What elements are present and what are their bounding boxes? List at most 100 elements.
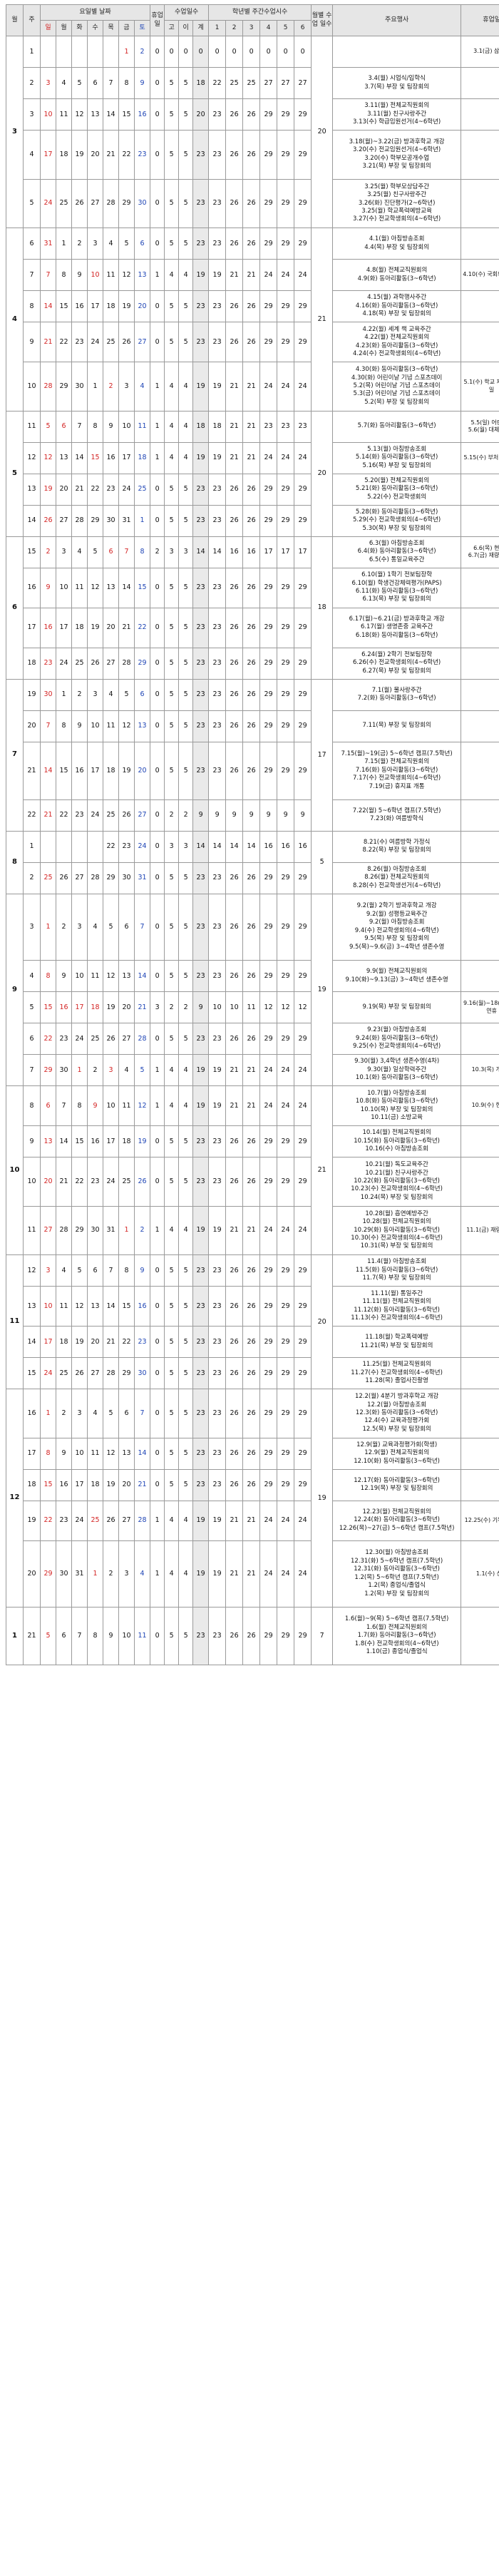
grade-4-hours: 29 — [259, 1357, 278, 1389]
grade-1-hours: 23 — [208, 1157, 227, 1207]
grade-3-hours: 26 — [242, 567, 261, 608]
month-cell: 11 — [6, 1254, 24, 1389]
events-cell: 10.28(월) 흡연예방주간 10.28(월) 전체교직원회의 10.29(화) … — [332, 1205, 462, 1255]
grade-3-hours: 26 — [242, 893, 261, 961]
grade-3-hours: 26 — [242, 607, 261, 648]
grade-3-hours: 26 — [242, 741, 261, 800]
date-cell: 24 — [71, 1023, 88, 1055]
day-fri: 금 — [118, 20, 135, 36]
classdays-total-value: 9 — [192, 991, 210, 1023]
date-cell: 12 — [133, 1085, 151, 1126]
date-cell: 26 — [133, 1157, 151, 1207]
month-cell: 4 — [6, 228, 24, 412]
date-cell: 2 — [56, 893, 72, 961]
classdays-i-value: 0 — [178, 36, 194, 68]
holiday-cell — [461, 1607, 499, 1665]
date-cell: 11 — [118, 1085, 135, 1126]
grade-5-hours: 29 — [277, 1254, 295, 1287]
week-row: 2 3 4 5 6 7 8 9 0 5 5 18 22 25 25 27 27 27 3.4(월) 시업식/입학식 3… — [6, 67, 499, 99]
month-cell: 3 — [6, 36, 24, 228]
week-row: 9 13 14 15 16 17 18 19 0 5 5 23 23 26 26 29 29 29 10.14(월)… — [6, 1125, 499, 1157]
grade-2-hours: 21 — [225, 1500, 244, 1541]
week-number: 13 — [23, 473, 41, 506]
date-cell: 14 — [56, 1125, 72, 1157]
grade-5-hours: 24 — [277, 1085, 295, 1126]
holiday-cell — [461, 1254, 499, 1287]
date-cell: 22 — [40, 1500, 56, 1541]
classdays-i-value: 5 — [178, 473, 194, 506]
week-row: 5 15 16 17 18 19 20 21 3 2 2 9 10 10 11 12 12 12 9.19(목) 부… — [6, 991, 499, 1023]
grade-6-hours: 29 — [294, 130, 312, 180]
grade-2-hours: 21 — [225, 362, 244, 412]
date-cell: 4 — [71, 536, 88, 568]
event-item: 4.8(월) 전체교직원회의 — [366, 267, 428, 275]
classdays-i-value: 5 — [178, 228, 194, 260]
event-item: 8.22(목) 부장 및 팀장회의 — [362, 847, 431, 854]
classdays-gong-value: 5 — [164, 567, 180, 608]
grade-5-hours: 24 — [277, 1500, 295, 1541]
grade-4-hours: 29 — [259, 290, 278, 322]
date-cell: 22 — [71, 1157, 88, 1207]
grade-2-hours: 26 — [225, 473, 244, 506]
event-item: 5.3(금) 어린이날 기념 스포츠데이 — [353, 390, 441, 398]
classdays-i-value: 5 — [178, 862, 194, 894]
grade-1-hours: 19 — [208, 441, 227, 474]
date-cell: 3 — [71, 893, 88, 961]
week-number: 16 — [23, 567, 41, 608]
holiday-item: 5.6(월) 대체공휴일 — [468, 426, 499, 433]
no-school-count: 0 — [150, 1437, 165, 1470]
classdays-total-value: 19 — [192, 1205, 210, 1255]
date-cell: 25 — [71, 647, 88, 680]
week-number: 20 — [23, 1540, 41, 1608]
event-item: 8.26(월) 전체교직원회의 — [364, 874, 430, 881]
event-item: 1.2(목) 종업식/졸업식 — [368, 1582, 426, 1590]
grade-2-hours: 26 — [225, 1326, 244, 1358]
date-cell: 11 — [133, 1607, 151, 1665]
grade-4-hours: 9 — [259, 799, 278, 832]
events-cell: 6.17(월)~6.21(금) 방과후학교 개강 6.17(월) 생명존중 교육주… — [332, 607, 462, 648]
date-cell: 24 — [87, 322, 103, 362]
classdays-gong: 고 — [164, 20, 180, 36]
week-row: 8 14 15 16 17 18 19 20 0 5 5 23 23 26 26 29 29 29 4.15(월) … — [6, 290, 499, 322]
classdays-gong-value: 5 — [164, 1254, 180, 1287]
grade-5-hours: 29 — [277, 1389, 295, 1438]
event-item: 8.21(수) 여름방학 가정식 — [363, 838, 431, 846]
date-cell: 1 — [40, 893, 56, 961]
date-cell: 16 — [133, 1286, 151, 1327]
date-cell: 14 — [71, 441, 88, 474]
no-school-count: 0 — [150, 322, 165, 362]
classdays-gong-value: 4 — [164, 441, 180, 474]
date-cell: 29 — [56, 362, 72, 412]
events-cell: 9.19(목) 부장 및 팀장회의 — [332, 991, 462, 1023]
grade-5-hours: 9 — [277, 799, 295, 832]
date-cell: 16 — [40, 607, 56, 648]
no-school-count: 0 — [150, 1468, 165, 1501]
grade-6-hours: 24 — [294, 1085, 312, 1126]
date-cell: 8 — [56, 710, 72, 742]
date-cell: 13 — [133, 710, 151, 742]
classdays-i-value: 3 — [178, 536, 194, 568]
date-cell: 15 — [133, 567, 151, 608]
grade-4-hours: 29 — [259, 741, 278, 800]
grade-2-hours: 26 — [225, 1468, 244, 1501]
events-cell: 5.7(화) 동아리활동(3~6학년) — [332, 410, 462, 443]
grade-2-hours: 0 — [225, 36, 244, 68]
event-item: 3.20(수) 학부모공개수업 — [364, 154, 430, 162]
holiday-cell: 11.1(금) 재량휴업일 — [461, 1205, 499, 1255]
grade-2-hours: 26 — [225, 678, 244, 711]
grade-4-hours: 24 — [259, 259, 278, 291]
no-school-count: 0 — [150, 98, 165, 131]
grade-5-hours: 29 — [277, 607, 295, 648]
date-cell: 14 — [103, 1286, 119, 1327]
grade-2-hours: 26 — [225, 567, 244, 608]
grade-6-hours: 29 — [294, 647, 312, 680]
grade-3-hours: 26 — [242, 710, 261, 742]
date-cell: 5 — [71, 67, 88, 99]
date-cell: 5 — [71, 1254, 88, 1287]
date-cell: 7 — [133, 1389, 151, 1438]
classdays-total-value: 23 — [192, 1125, 210, 1157]
event-item: 9.23(월) 아침방송조회 — [367, 1026, 427, 1034]
week-row: 18 15 16 17 18 19 20 21 0 5 5 23 23 26 26 29 29 29 12.17(화… — [6, 1468, 499, 1501]
holiday-cell: 10.9(수) 한글날 — [461, 1085, 499, 1126]
classdays-i-value: 5 — [178, 504, 194, 537]
